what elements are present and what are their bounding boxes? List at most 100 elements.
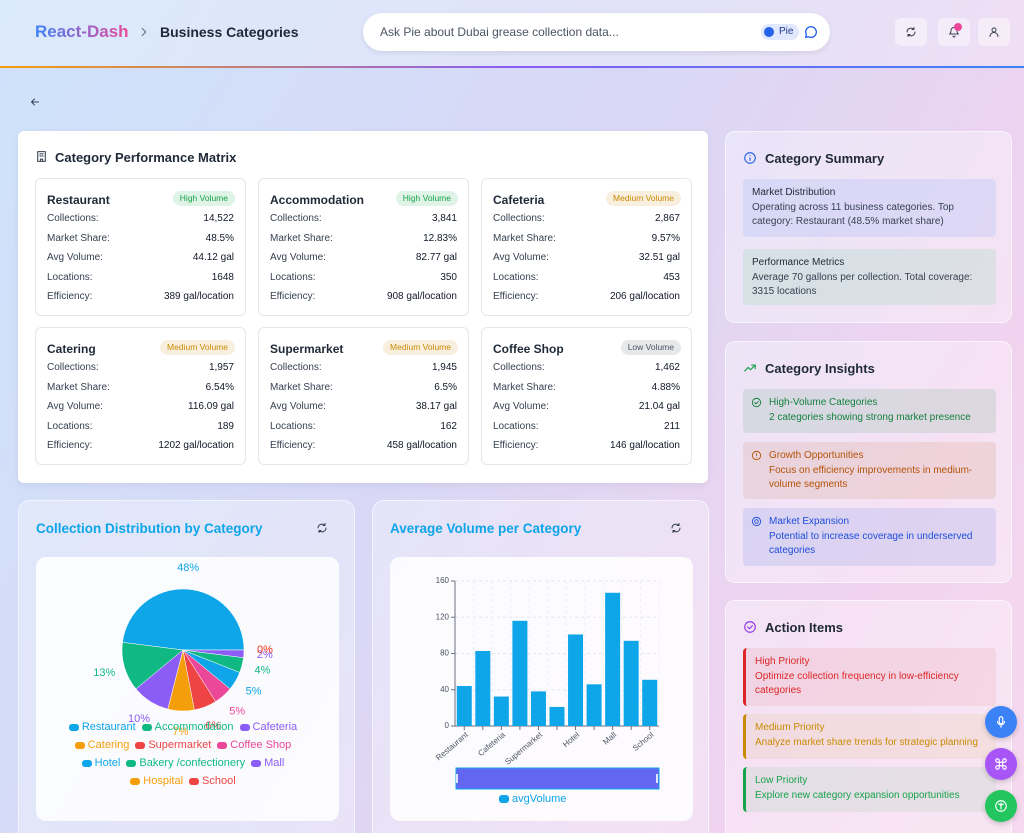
field-value: 6.54% (205, 381, 234, 393)
field-label: Avg Volume: (47, 401, 103, 412)
search-box[interactable]: Ask Pie about Dubai grease collection da… (363, 13, 830, 51)
field-label: Collections: (270, 362, 322, 373)
field-value: 48.5% (205, 232, 234, 244)
field-value: 162 (440, 420, 457, 432)
field-value: 38.17 gal (415, 401, 457, 412)
icon[interactable] (316, 522, 328, 534)
brush-handle (456, 774, 458, 783)
icon-path (317, 523, 327, 533)
category-card: Accommodation High Volume Collections: 3,84… (258, 178, 469, 316)
icon (751, 450, 762, 461)
field-label: Locations: (493, 420, 539, 432)
floating-button[interactable] (985, 790, 1017, 822)
actions-panel: Action Items High Priority Optimize collec… (725, 600, 1012, 833)
header-button[interactable] (978, 18, 1010, 46)
icon-path (744, 621, 756, 633)
field-label: Market Share: (493, 232, 556, 244)
card-name: Supermarket (270, 342, 344, 356)
item-text: Optimize collection frequency in low-eff… (755, 671, 959, 696)
legend-swatch (130, 777, 141, 785)
bar (568, 634, 584, 726)
icon (989, 27, 999, 37)
field-value: 458 gal/location (386, 440, 457, 451)
x-tick-label: Restaurant (434, 730, 470, 763)
category-card: Coffee Shop Low Volume Collections: 1,462 Ma… (481, 327, 692, 465)
icon-path (906, 27, 916, 37)
icon[interactable] (29, 96, 41, 108)
pie-slice (182, 649, 245, 658)
category-card: Cafeteria Medium Volume Collections: 2,867 M… (481, 178, 692, 316)
chart-title: Collection Distribution by Category (36, 521, 263, 536)
field-value: 1,957 (208, 362, 234, 373)
field-value: 146 gal/location (609, 440, 680, 451)
y-tick-label: 160 (436, 576, 450, 585)
category-card: Supermarket Medium Volume Collections: 1,94… (258, 327, 469, 465)
floating-button[interactable] (985, 748, 1017, 780)
x-tick-label: Mall (601, 730, 618, 746)
icon-path (995, 800, 1007, 812)
item-title: Performance Metrics (752, 257, 845, 268)
item-box: High-Volume Categories 2 categories showi… (743, 389, 996, 433)
field-label: Efficiency: (493, 291, 539, 302)
icon (751, 516, 762, 527)
y-tick-label: 120 (436, 612, 450, 621)
slice-label: 0% (257, 644, 273, 656)
legend-swatch (141, 723, 152, 731)
item-title: High Priority (755, 656, 810, 667)
item-text: Focus on efficiency improvements in medi… (769, 465, 973, 490)
y-tick-label: 40 (440, 685, 449, 694)
legend-label: Bakery /confectionery (139, 757, 246, 769)
legend-swatch (251, 759, 262, 767)
field-value: 189 (217, 420, 234, 432)
legend-label: School (202, 775, 236, 787)
legend-item: Hotel (81, 755, 120, 771)
slice-label: 4% (254, 664, 270, 676)
item-title: Low Priority (755, 775, 808, 786)
icon (751, 397, 762, 408)
field-label: Market Share: (493, 381, 556, 393)
field-value: 1202 gal/location (158, 440, 234, 451)
legend-item: Hospital (130, 773, 183, 789)
item-box: Medium Priority Analyze market share tren… (743, 714, 996, 759)
legend-label: Mall (264, 757, 285, 769)
legend-label: Hospital (143, 775, 184, 787)
legend-label: avgVolume (512, 793, 566, 805)
search-placeholder: Ask Pie about Dubai grease collection da… (380, 25, 619, 39)
card-name: Accommodation (270, 193, 365, 207)
y-tick-label: 0 (445, 721, 450, 730)
bar (586, 684, 602, 726)
field-value: 2,867 (654, 213, 680, 224)
legend-swatch (499, 795, 509, 803)
icon[interactable] (670, 522, 682, 534)
header-button[interactable] (895, 18, 927, 46)
field-value: 4.88% (651, 381, 680, 393)
legend-swatch (217, 741, 228, 749)
header-button[interactable] (938, 18, 970, 46)
field-label: Market Share: (47, 381, 110, 393)
field-label: Locations: (493, 271, 539, 283)
field-label: Locations: (270, 420, 316, 432)
slice-label: 13% (93, 667, 115, 679)
field-value: 1,462 (654, 362, 680, 373)
item-box: High Priority Optimize collection frequen… (743, 648, 996, 706)
slice-label: 0% (257, 644, 273, 656)
legend-swatch (74, 741, 85, 749)
floating-button[interactable] (985, 706, 1017, 738)
card-badge: Low Volume (620, 340, 681, 355)
icon (744, 621, 756, 633)
field-label: Avg Volume: (493, 252, 549, 263)
icon (995, 800, 1007, 812)
chart-title: Average Volume per Category (390, 521, 582, 536)
legend-swatch (239, 723, 250, 731)
bar (530, 691, 546, 726)
bar (623, 640, 639, 726)
legend-item: School (189, 773, 236, 789)
item-title: Market Expansion (769, 516, 850, 527)
field-label: Avg Volume: (47, 252, 103, 263)
icon[interactable] (803, 24, 819, 40)
card-badge: Medium Volume (383, 340, 458, 355)
bar (642, 679, 658, 726)
field-value: 44.12 gal (192, 252, 234, 263)
brush (455, 767, 660, 790)
